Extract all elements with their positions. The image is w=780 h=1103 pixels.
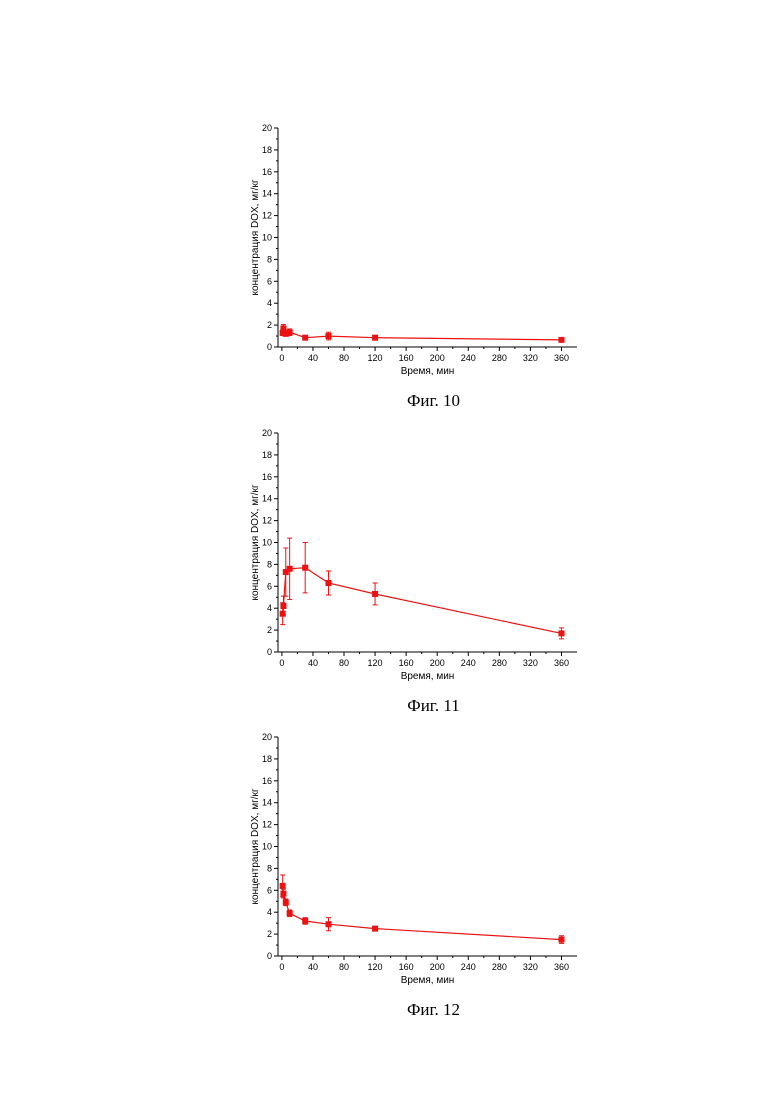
y-tick-label: 8 xyxy=(267,559,272,569)
x-tick-label: 360 xyxy=(554,962,569,972)
series-line xyxy=(283,886,562,940)
x-tick-label: 0 xyxy=(279,962,284,972)
y-tick-label: 14 xyxy=(262,494,272,504)
x-tick-label: 0 xyxy=(279,353,284,363)
y-tick-label: 4 xyxy=(267,603,272,613)
x-tick-label: 200 xyxy=(430,962,445,972)
data-point xyxy=(287,566,293,572)
data-point xyxy=(302,335,308,341)
data-point xyxy=(283,899,289,905)
data-point xyxy=(325,921,331,927)
y-tick-label: 2 xyxy=(267,625,272,635)
x-tick-label: 240 xyxy=(461,962,476,972)
data-point xyxy=(280,603,286,609)
data-point xyxy=(280,883,286,889)
y-tick-label: 14 xyxy=(262,798,272,808)
data-point xyxy=(325,333,331,339)
x-axis-label: Время, мин xyxy=(401,671,455,682)
x-axis-label: Время, мин xyxy=(401,366,455,377)
data-point xyxy=(287,910,293,916)
y-tick-label: 12 xyxy=(262,211,272,221)
x-tick-label: 80 xyxy=(339,962,349,972)
y-axis-label: концентрация DOX, мг/кг xyxy=(250,788,261,904)
x-tick-label: 280 xyxy=(492,658,507,668)
x-tick-label: 160 xyxy=(399,353,414,363)
data-point xyxy=(372,926,378,932)
y-tick-label: 16 xyxy=(262,167,272,177)
figure-caption: Фиг. 10 xyxy=(407,391,460,410)
data-point xyxy=(302,565,308,571)
x-tick-label: 320 xyxy=(523,962,538,972)
y-tick-label: 10 xyxy=(262,842,272,852)
x-tick-label: 120 xyxy=(368,353,383,363)
x-tick-label: 0 xyxy=(279,658,284,668)
x-tick-label: 160 xyxy=(399,962,414,972)
x-tick-label: 240 xyxy=(461,658,476,668)
x-tick-label: 320 xyxy=(523,658,538,668)
data-point xyxy=(558,630,564,636)
y-tick-label: 20 xyxy=(262,123,272,133)
series-line xyxy=(283,568,562,634)
data-point xyxy=(558,337,564,343)
x-tick-label: 200 xyxy=(430,353,445,363)
y-tick-label: 10 xyxy=(262,538,272,548)
y-tick-label: 18 xyxy=(262,145,272,155)
chart-2: 0246810121416182004080120160200240280320… xyxy=(250,428,577,715)
y-tick-label: 2 xyxy=(267,320,272,330)
y-tick-label: 6 xyxy=(267,276,272,286)
y-tick-label: 12 xyxy=(262,516,272,526)
y-tick-label: 4 xyxy=(267,907,272,917)
x-tick-label: 120 xyxy=(368,658,383,668)
data-point xyxy=(325,580,331,586)
x-tick-label: 280 xyxy=(492,962,507,972)
y-tick-label: 18 xyxy=(262,450,272,460)
data-point xyxy=(280,325,286,331)
data-point xyxy=(372,591,378,597)
x-tick-label: 360 xyxy=(554,353,569,363)
x-tick-label: 80 xyxy=(339,658,349,668)
y-tick-label: 20 xyxy=(262,732,272,742)
data-point xyxy=(280,891,286,897)
x-tick-label: 280 xyxy=(492,353,507,363)
y-tick-label: 6 xyxy=(267,885,272,895)
x-tick-label: 240 xyxy=(461,353,476,363)
y-axis-label: концентрация DOX, мг/кг xyxy=(250,484,261,600)
y-tick-label: 0 xyxy=(267,342,272,352)
y-tick-label: 18 xyxy=(262,754,272,764)
y-tick-label: 20 xyxy=(262,428,272,438)
y-tick-label: 0 xyxy=(267,647,272,657)
data-point xyxy=(287,329,293,335)
y-axis-label: концентрация DOX, мг/кг xyxy=(250,179,261,295)
chart-3: 0246810121416182004080120160200240280320… xyxy=(250,732,577,1019)
x-tick-label: 40 xyxy=(308,962,318,972)
y-tick-label: 16 xyxy=(262,472,272,482)
figure-caption: Фиг. 12 xyxy=(407,1000,460,1019)
data-point xyxy=(372,335,378,341)
y-tick-label: 4 xyxy=(267,298,272,308)
y-tick-label: 2 xyxy=(267,929,272,939)
y-tick-label: 14 xyxy=(262,189,272,199)
x-axis-label: Время, мин xyxy=(401,975,455,986)
y-tick-label: 8 xyxy=(267,254,272,264)
y-tick-label: 8 xyxy=(267,863,272,873)
x-tick-label: 320 xyxy=(523,353,538,363)
data-point xyxy=(558,937,564,943)
x-tick-label: 160 xyxy=(399,658,414,668)
x-tick-label: 80 xyxy=(339,353,349,363)
figure-caption: Фиг. 11 xyxy=(407,696,459,715)
y-tick-label: 6 xyxy=(267,581,272,591)
x-tick-label: 200 xyxy=(430,658,445,668)
x-tick-label: 120 xyxy=(368,962,383,972)
x-tick-label: 360 xyxy=(554,658,569,668)
x-tick-label: 40 xyxy=(308,353,318,363)
y-tick-label: 0 xyxy=(267,951,272,961)
x-tick-label: 40 xyxy=(308,658,318,668)
y-tick-label: 16 xyxy=(262,776,272,786)
y-tick-label: 12 xyxy=(262,820,272,830)
data-point xyxy=(302,918,308,924)
chart-1: 0246810121416182004080120160200240280320… xyxy=(250,123,577,410)
y-tick-label: 10 xyxy=(262,233,272,243)
series-line xyxy=(283,328,562,340)
